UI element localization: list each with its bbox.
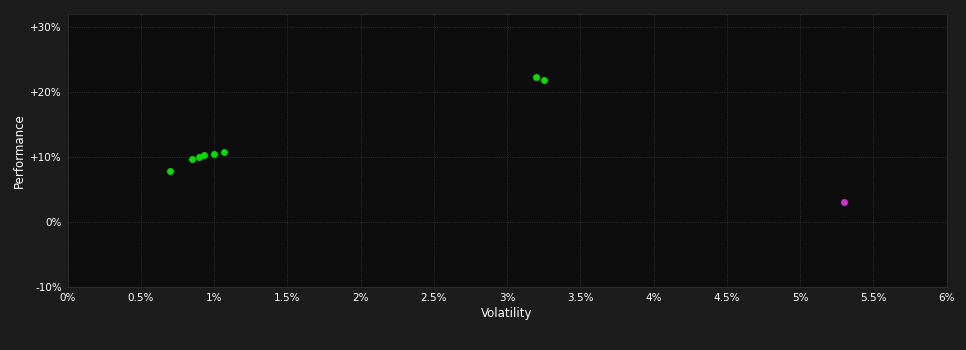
Point xyxy=(528,74,544,80)
Y-axis label: Performance: Performance xyxy=(14,113,26,188)
Point xyxy=(196,152,212,158)
Point xyxy=(216,149,232,155)
Point xyxy=(185,156,200,162)
X-axis label: Volatility: Volatility xyxy=(481,307,533,320)
Point xyxy=(162,168,178,174)
Point xyxy=(837,199,852,205)
Point xyxy=(207,151,222,156)
Point xyxy=(536,77,552,83)
Point xyxy=(191,154,207,160)
